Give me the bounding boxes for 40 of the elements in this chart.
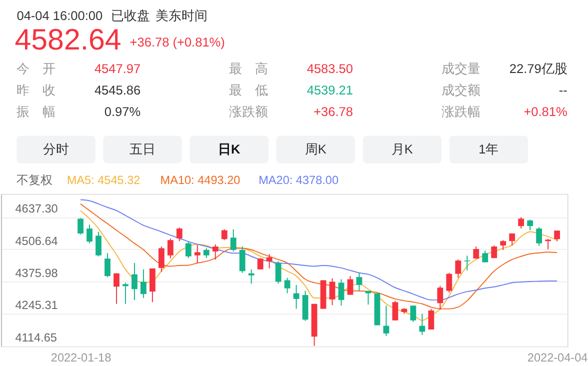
text: +36.78 (+0.81%) — [130, 34, 225, 50]
text: 已收盘 — [111, 8, 150, 23]
text: 4539.21 — [306, 82, 353, 98]
text: 美东时间 — [155, 8, 208, 23]
text: 22.79亿股 — [509, 60, 568, 76]
text: 0.97% — [104, 104, 141, 120]
y-tick-label: 4506.64 — [15, 234, 58, 248]
text: 昨 收 — [16, 82, 56, 98]
text: 日K — [218, 142, 241, 157]
y-tick-label: 4375.98 — [15, 267, 58, 280]
text: 振 幅 — [16, 104, 56, 120]
x-tick-label: 2022-01-18 — [50, 351, 112, 364]
text: 04-04 16:00:00 — [16, 8, 103, 23]
text: 4545.86 — [94, 82, 141, 98]
text: 涨跌幅 — [441, 104, 480, 120]
y-tick-label: 4114.65 — [15, 331, 58, 344]
text: 今 开 — [16, 60, 56, 76]
text: 分时 — [43, 142, 70, 157]
text: +0.81% — [524, 104, 568, 120]
text: 涨跌额 — [229, 104, 268, 120]
text: 成交额 — [441, 82, 480, 98]
text: -- — [558, 82, 568, 98]
text: 周K — [304, 142, 327, 157]
text: 4582.64 — [14, 23, 122, 56]
x-tick-label: 2022-04-04 — [527, 351, 588, 364]
y-tick-label: 4637.30 — [15, 202, 58, 216]
text: 1年 — [478, 142, 499, 157]
text: 最 低 — [229, 82, 268, 98]
text: MA10: 4493.20 — [160, 174, 241, 187]
text: 月K — [391, 142, 414, 157]
text: 成交量 — [441, 60, 480, 76]
text: 4547.97 — [94, 60, 141, 76]
text: +36.78 — [314, 104, 353, 120]
text: 最 高 — [229, 60, 268, 76]
text: MA20: 4378.00 — [258, 174, 339, 187]
text: 4583.50 — [306, 60, 353, 76]
y-tick-label: 4245.31 — [15, 299, 58, 312]
text: 不复权 — [16, 174, 53, 187]
text: MA5: 4545.32 — [66, 174, 140, 187]
text: 五日 — [130, 142, 156, 157]
